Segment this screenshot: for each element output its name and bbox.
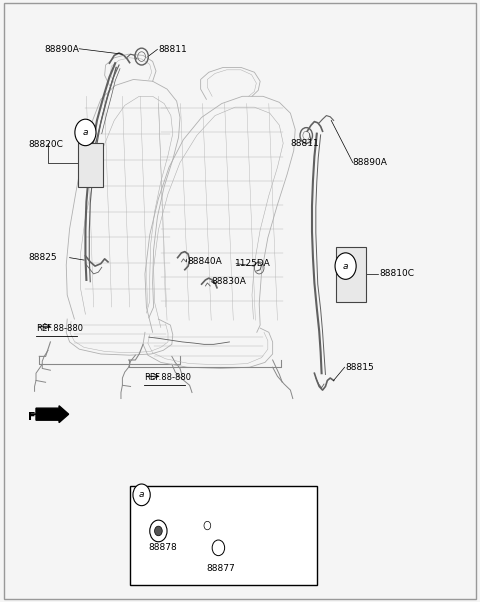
Text: 88890A: 88890A [44,45,79,54]
Text: 88820C: 88820C [29,140,64,149]
Circle shape [155,526,162,536]
Circle shape [212,540,225,556]
FancyArrow shape [36,406,69,423]
Text: 88890A: 88890A [353,158,388,167]
Bar [130,486,317,585]
Text: 88840A: 88840A [187,257,222,265]
Text: REF.88-880: REF.88-880 [36,324,83,332]
Text: 88825: 88825 [29,253,58,262]
Text: 88810C: 88810C [379,270,414,278]
Text: 88830A: 88830A [211,278,246,286]
Text: a: a [343,262,348,270]
Circle shape [150,520,167,542]
Text: 88877: 88877 [206,565,235,573]
Bar [336,247,366,302]
Text: a: a [139,491,144,499]
Text: a: a [83,128,88,137]
Text: 88815: 88815 [346,363,374,371]
Circle shape [75,119,96,146]
Text: FR.: FR. [28,412,48,421]
Text: 88811: 88811 [158,45,187,54]
Circle shape [133,484,150,506]
Text: 1125DA: 1125DA [235,259,271,268]
Bar [78,143,103,187]
Text: REF.88-880: REF.88-880 [144,373,191,382]
Circle shape [335,253,356,279]
Text: 88811: 88811 [290,139,319,147]
Text: 88878: 88878 [149,544,178,552]
